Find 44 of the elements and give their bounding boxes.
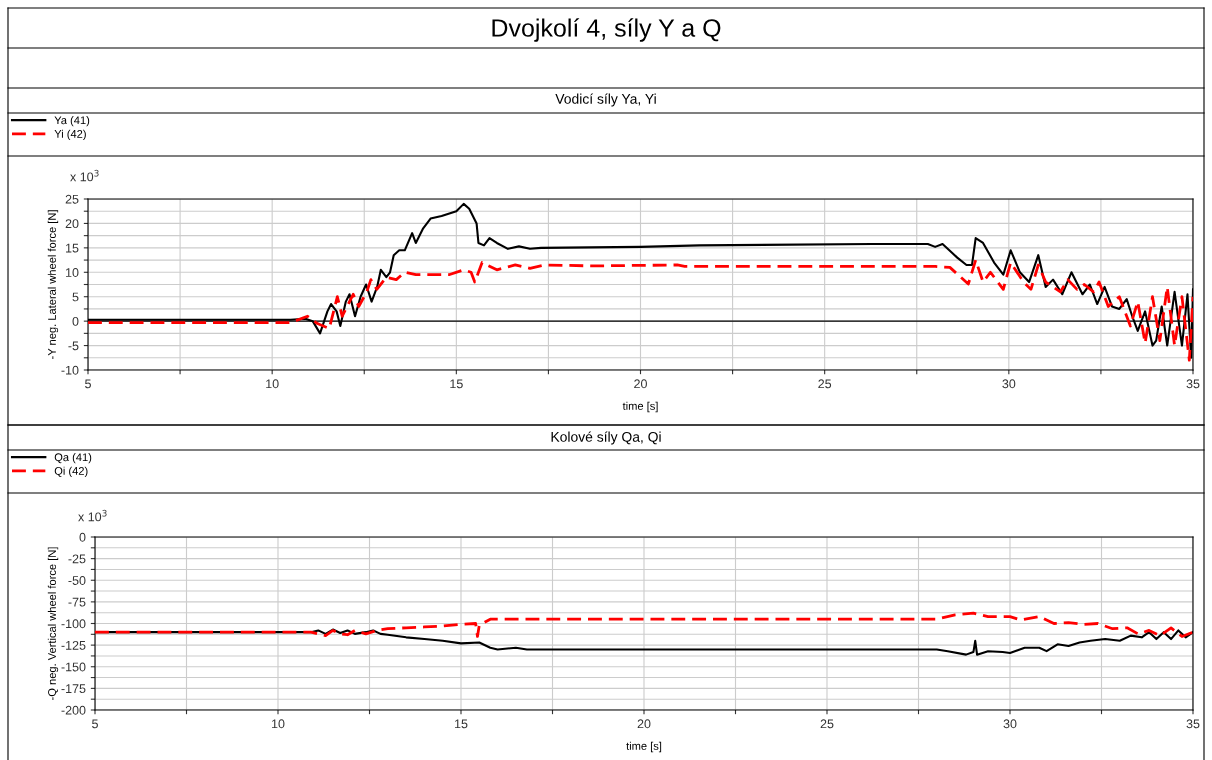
x-tick-label: 20 [634,379,647,389]
text: x 10$^{3}$ [78,509,107,522]
x-axis-title: time [s] [622,401,658,413]
x-tick-label: 35 [1186,379,1200,389]
y-tick-label: -175 [61,684,86,694]
x-tick-label: 15 [450,379,463,389]
y-tick-label: -5 [68,341,79,351]
y-tick-label: -200 [61,705,86,715]
y-tick-label: 0 [79,532,86,542]
y-tick-label: 5 [72,292,79,302]
x-tick-label: 30 [1002,379,1016,389]
x-tick-label: 10 [266,379,279,389]
y-tick-label: 10 [66,268,79,277]
x-tick-label: 25 [820,719,834,729]
x-tick-label: 30 [1003,719,1017,729]
x-tick-label: 15 [455,719,468,729]
text: x 10$^{3}$ [70,169,99,182]
y-tick-label: 15 [66,243,79,253]
y-tick-label: -10 [61,365,79,375]
x-tick-label: 35 [1186,719,1200,729]
y-tick-label: -100 [61,619,86,629]
x-tick-label: 10 [272,719,285,729]
y-tick-label: -150 [61,662,86,672]
x-tick-label: 5 [92,719,98,729]
y-tick-label: -25 [68,554,86,564]
x-tick-label: 20 [637,719,651,729]
y-tick-label: 25 [65,194,79,204]
legend-label: Yi (42) [54,129,86,141]
chart-subtitle: Kolové síly Qa, Qi [551,431,661,445]
y-axis-title: -Y neg. Lateral wheel force [N] [47,210,59,359]
y-tick-label: -125 [61,640,86,650]
x-axis-title: time [s] [626,741,662,753]
line-series [95,611,1193,638]
legend-label: Qa (41) [54,453,92,464]
chart-title: Dvojkolí 4, síly Y a Q [492,18,721,42]
chart-subtitle: Vodicí síly Ya, Yi [555,93,656,107]
y-tick-label: -75 [68,597,86,607]
legend-label: Ya (41) [54,116,90,127]
y-tick-label: 0 [72,316,79,326]
legend-label: Qi (42) [54,466,88,478]
y-axis-title: -Q neg. Vertical wheel force [N] [47,547,59,700]
y-tick-label: -50 [68,576,86,585]
x-tick-label: 25 [818,379,832,389]
y-tick-label: 20 [65,219,79,229]
